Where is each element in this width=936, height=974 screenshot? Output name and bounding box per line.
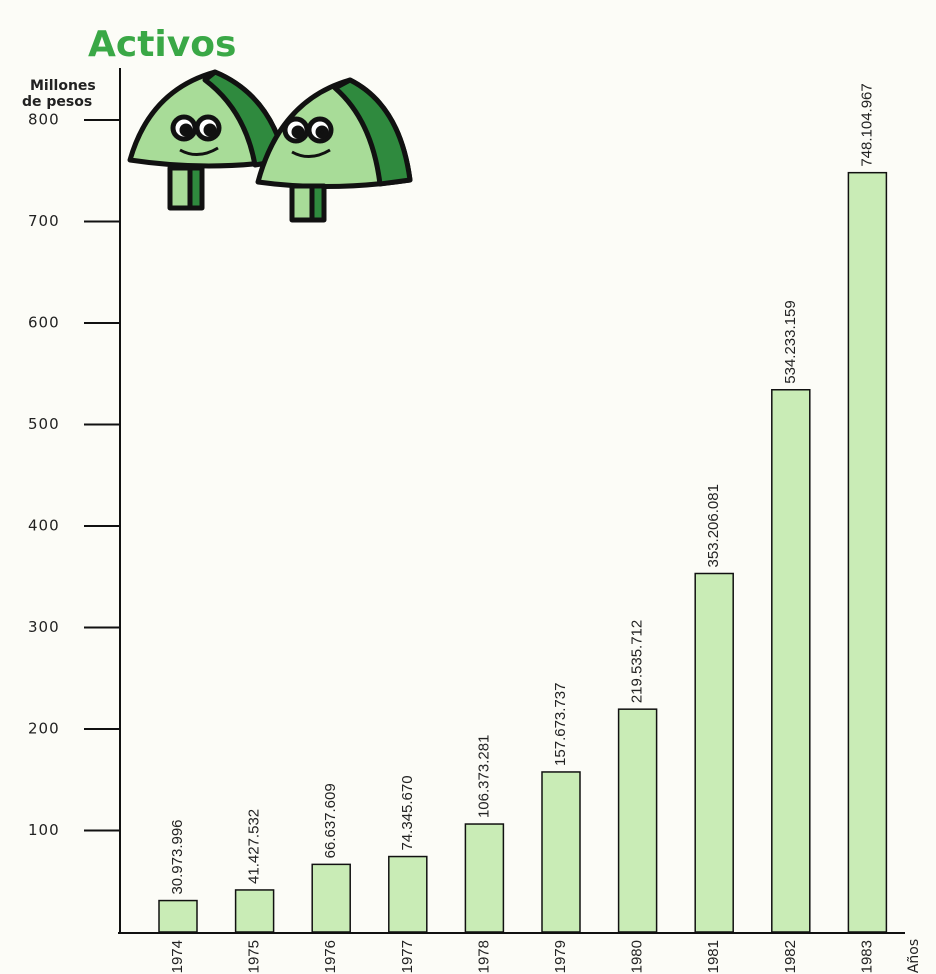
chart-title: Activos (88, 24, 236, 65)
data-label: 30.973.996 (169, 819, 186, 894)
y-tick-label: 200 (28, 720, 60, 738)
bar (847, 171, 888, 933)
bar (617, 708, 658, 933)
data-label: 353.206.081 (705, 484, 722, 567)
bar (771, 389, 811, 933)
y-axis-label: Millones (30, 78, 96, 94)
data-label: 41.427.532 (246, 809, 263, 884)
x-tick-label: 1974 (169, 940, 186, 973)
y-tick-label: 300 (28, 618, 60, 636)
bar (541, 771, 581, 933)
y-tick-label: 400 (28, 517, 60, 535)
bar (158, 899, 198, 933)
y-tick-label: 800 (28, 111, 60, 129)
data-label: 106.373.281 (475, 735, 492, 818)
x-tick-label: 1976 (322, 940, 339, 973)
x-tick-label: 1975 (246, 940, 263, 973)
bar (464, 823, 505, 933)
data-label: 534.233.159 (782, 300, 799, 383)
bar (694, 572, 734, 933)
y-axis-label: de pesos (22, 94, 92, 110)
y-tick-label: 600 (28, 314, 60, 332)
bar (234, 889, 275, 933)
data-label: 157.673.737 (552, 683, 569, 766)
bar (311, 863, 351, 933)
x-tick-label: 1978 (475, 940, 492, 973)
x-tick-label: 1983 (858, 940, 875, 973)
data-label: 66.637.609 (322, 783, 339, 858)
x-tick-label: 1982 (782, 940, 799, 973)
y-tick-label: 500 (28, 415, 60, 433)
bar (388, 855, 428, 933)
x-tick-label: 1981 (705, 940, 722, 973)
mascots (127, 69, 413, 223)
data-label: 748.104.967 (858, 83, 875, 166)
y-tick-label: 700 (28, 212, 60, 230)
y-tick-label: 100 (28, 821, 60, 839)
x-tick-label: 1977 (399, 940, 416, 973)
data-label: 74.345.670 (399, 775, 416, 850)
x-tick-label: 1979 (552, 940, 569, 973)
x-axis-label: Años (906, 939, 922, 973)
x-tick-label: 1980 (629, 940, 646, 973)
data-label: 219.535.712 (629, 620, 646, 703)
